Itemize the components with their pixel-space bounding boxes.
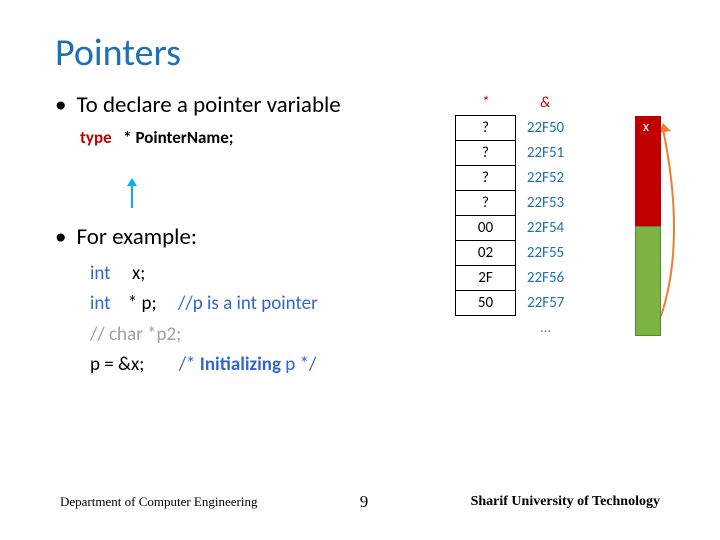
memory-table: * & ?22F50 ?22F51 ?22F52 ?22F53 0022F54 … bbox=[455, 91, 576, 340]
value-cell: 02 bbox=[456, 241, 516, 266]
bullet-text: For example: bbox=[76, 223, 197, 251]
bullet-dot: • bbox=[55, 223, 66, 251]
footer-univ: Sharif University of Technology bbox=[471, 494, 660, 510]
code-block: int x; int * p; //p is a int pointer // … bbox=[90, 259, 435, 381]
addr-cell: 22F56 bbox=[516, 266, 576, 291]
right-column: x * & ?22F50 ?22F51 ?22F52 ?22F53 0022F5… bbox=[435, 91, 695, 381]
value-cell: ? bbox=[456, 166, 516, 191]
comment: // char *p2; bbox=[90, 323, 181, 346]
table-row: 2F22F56 bbox=[456, 266, 576, 291]
keyword: int bbox=[90, 262, 111, 285]
syntax-star: * bbox=[123, 127, 131, 148]
keyword: int bbox=[90, 292, 111, 315]
table-row: ?22F51 bbox=[456, 141, 576, 166]
addr-cell: 22F57 bbox=[516, 291, 576, 316]
bullet-declare: • To declare a pointer variable bbox=[55, 91, 435, 119]
footer-dept: Department of Computer Engineering bbox=[60, 494, 257, 510]
addr-cell: 22F52 bbox=[516, 166, 576, 191]
code-line-3: // char *p2; bbox=[90, 320, 435, 350]
table-row: 0222F55 bbox=[456, 241, 576, 266]
footer-page: 9 bbox=[360, 492, 369, 512]
addr-cell: 22F53 bbox=[516, 191, 576, 216]
addr-cell: 22F50 bbox=[516, 116, 576, 141]
table-row: 0022F54 bbox=[456, 216, 576, 241]
footer: Department of Computer Engineering 9 Sha… bbox=[0, 492, 720, 512]
header-amp: & bbox=[516, 91, 576, 116]
value-cell: 50 bbox=[456, 291, 516, 316]
bullet-example: • For example: bbox=[55, 223, 435, 251]
code-text: * p; bbox=[128, 292, 157, 315]
comment: /* bbox=[179, 353, 200, 376]
comment-bold: Initializing bbox=[200, 353, 281, 376]
variable-p-block bbox=[635, 226, 661, 336]
left-column: • To declare a pointer variable type * P… bbox=[55, 91, 435, 381]
addr-cell: 22F51 bbox=[516, 141, 576, 166]
value-cell: 2F bbox=[456, 266, 516, 291]
syntax-line: type * PointerName; bbox=[80, 127, 435, 148]
code-text: x; bbox=[132, 262, 145, 285]
bullet-text: To declare a pointer variable bbox=[76, 91, 340, 119]
x-label: x bbox=[643, 118, 649, 135]
code-line-2: int * p; //p is a int pointer bbox=[90, 289, 435, 319]
table-header: * & bbox=[456, 91, 576, 116]
table-row: ?22F53 bbox=[456, 191, 576, 216]
syntax-name: PointerName; bbox=[135, 127, 233, 148]
pointer-arrow bbox=[661, 121, 691, 321]
comment: //p is a int pointer bbox=[178, 292, 318, 315]
value-cell: ? bbox=[456, 141, 516, 166]
syntax-type: type bbox=[80, 127, 112, 148]
empty-cell bbox=[456, 316, 516, 340]
addr-cell: 22F55 bbox=[516, 241, 576, 266]
slide-title: Pointers bbox=[55, 30, 680, 76]
arrow-up bbox=[125, 178, 435, 213]
addr-cell: 22F54 bbox=[516, 216, 576, 241]
dots-cell: … bbox=[516, 316, 576, 340]
code-line-1: int x; bbox=[90, 259, 435, 289]
table-row: ?22F50 bbox=[456, 116, 576, 141]
table-row: ?22F52 bbox=[456, 166, 576, 191]
code-line-4: p = &x; /* Initializing p */ bbox=[90, 350, 435, 380]
header-star: * bbox=[456, 91, 516, 116]
table-row: 5022F57 bbox=[456, 291, 576, 316]
code-text: p = &x; bbox=[90, 353, 144, 376]
value-cell: ? bbox=[456, 116, 516, 141]
bullet-dot: • bbox=[55, 91, 66, 119]
comment: p */ bbox=[281, 353, 316, 376]
value-cell: 00 bbox=[456, 216, 516, 241]
value-cell: ? bbox=[456, 191, 516, 216]
table-row-dots: … bbox=[456, 316, 576, 340]
